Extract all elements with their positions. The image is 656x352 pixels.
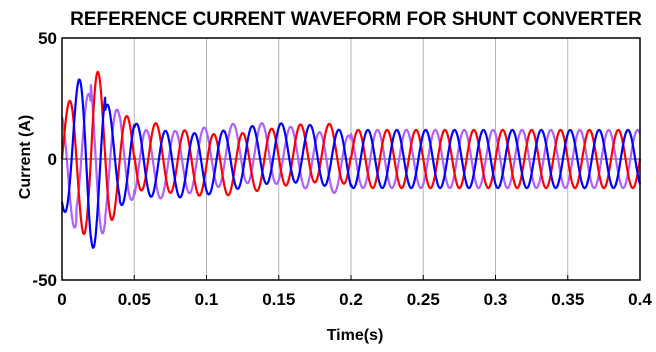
series-line: [60, 78, 642, 249]
x-axis-label: Time(s): [327, 327, 384, 344]
x-tick-label: 0.4: [628, 290, 652, 309]
x-tick-label: 0.25: [407, 290, 440, 309]
series-line: [60, 70, 642, 236]
chart-title: REFERENCE CURRENT WAVEFORM FOR SHUNT CON…: [70, 9, 642, 30]
y-tick-label: -50: [32, 271, 57, 290]
plot-frame: [61, 37, 641, 281]
x-tick-label: 0.35: [551, 290, 584, 309]
series-line: [60, 84, 642, 235]
x-tick-label: 0.2: [339, 290, 363, 309]
x-tick-label: 0: [57, 290, 66, 309]
y-axis-label: Current (A): [17, 115, 34, 199]
y-tick-label: 0: [48, 150, 57, 169]
x-tick-label: 0.15: [262, 290, 295, 309]
x-tick-label: 0.1: [195, 290, 219, 309]
series-group: [60, 70, 642, 249]
y-tick-label: 50: [38, 29, 57, 48]
x-tick-label: 0.3: [484, 290, 508, 309]
x-tick-label: 0.05: [118, 290, 151, 309]
